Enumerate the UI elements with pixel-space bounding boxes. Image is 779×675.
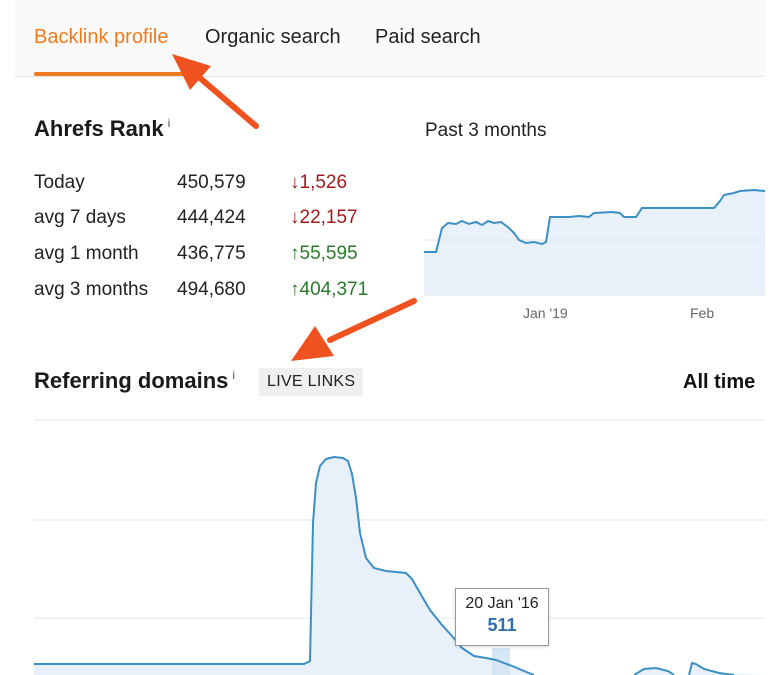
ahrefs-rank-title: Ahrefs Rank i — [34, 116, 170, 142]
active-tab-indicator — [34, 72, 190, 76]
tooltip-value: 511 — [487, 615, 517, 635]
referring-domains-chart — [34, 419, 765, 675]
rank-row-value: 450,579 — [177, 172, 246, 193]
info-icon[interactable]: i — [232, 368, 236, 382]
rank-row-label: avg 1 month — [34, 243, 139, 264]
rank-row-change: ↑404,371 — [290, 279, 369, 300]
ahrefs-rank-label: Ahrefs Rank — [34, 116, 164, 141]
chart-tooltip: 20 Jan '16 511 — [455, 588, 549, 646]
tab-paid-search[interactable]: Paid search — [375, 26, 481, 48]
rank-row-label: Today — [34, 172, 85, 193]
time-range-selector[interactable]: All time — [683, 371, 756, 393]
tab-backlink-profile[interactable]: Backlink profile — [34, 26, 169, 48]
referring-domains-title: Referring domains i — [34, 368, 235, 394]
rank-row-change: ↓22,157 — [290, 207, 358, 228]
arrow-to-live-links-icon — [291, 298, 417, 361]
rank-row-value: 436,775 — [177, 243, 246, 264]
rank-row-change: ↑55,595 — [290, 243, 358, 264]
rank-chart-tick: Feb — [690, 305, 715, 321]
rank-row-value: 444,424 — [177, 207, 246, 228]
rank-chart-tick: Jan '19 — [523, 305, 568, 321]
live-links-badge[interactable]: LIVE LINKS — [259, 368, 364, 396]
rank-row-label: avg 7 days — [34, 207, 126, 228]
tab-bar: Backlink profile Organic search Paid sea… — [15, 0, 765, 77]
tab-organic-search[interactable]: Organic search — [205, 26, 341, 48]
rank-chart-area — [424, 190, 765, 295]
rank-chart-line — [424, 188, 765, 253]
rank-row-change: ↓1,526 — [290, 172, 348, 193]
referring-domains-line — [34, 455, 735, 675]
rank-chart — [424, 188, 765, 296]
rank-row-label: avg 3 months — [34, 279, 149, 300]
info-icon[interactable]: i — [167, 116, 171, 130]
referring-domains-area — [34, 457, 765, 675]
rank-chart-period: Past 3 months — [425, 120, 547, 141]
referring-domains-label: Referring domains — [34, 368, 229, 393]
tooltip-date: 20 Jan '16 — [465, 595, 539, 612]
rank-row-value: 494,680 — [177, 279, 246, 300]
